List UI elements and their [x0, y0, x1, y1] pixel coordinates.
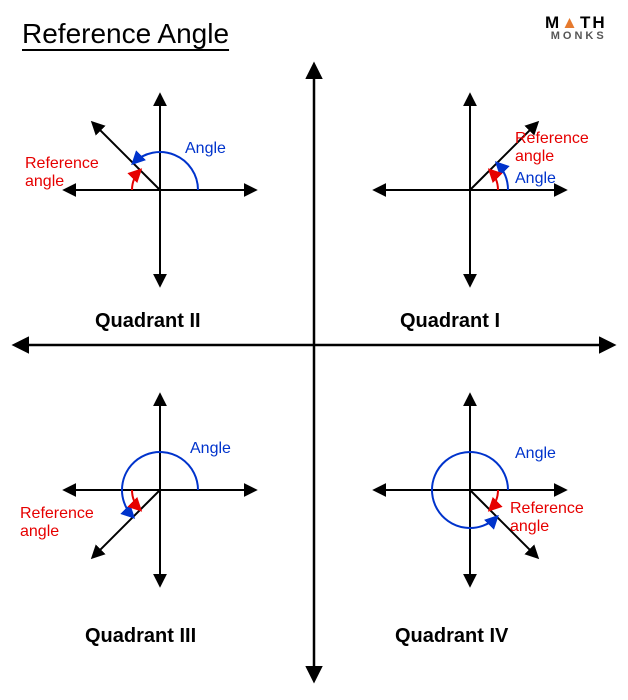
ref-label-q4: Referenceangle [510, 500, 584, 535]
label-q4: Quadrant IV [395, 625, 508, 648]
angle-label-q2: Angle [185, 140, 226, 158]
label-q2: Quadrant II [95, 310, 201, 333]
diagram-canvas [0, 0, 628, 700]
ref-label-q2: Referenceangle [25, 155, 99, 190]
ref-label-q3: Referenceangle [20, 505, 94, 540]
angle-label-q3: Angle [190, 440, 231, 458]
angle-label-q4: Angle [515, 445, 556, 463]
angle-label-q1: Angle [515, 170, 556, 188]
label-q3: Quadrant III [85, 625, 196, 648]
ref-label-q1: Referenceangle [515, 130, 589, 165]
label-q1: Quadrant I [400, 310, 500, 333]
